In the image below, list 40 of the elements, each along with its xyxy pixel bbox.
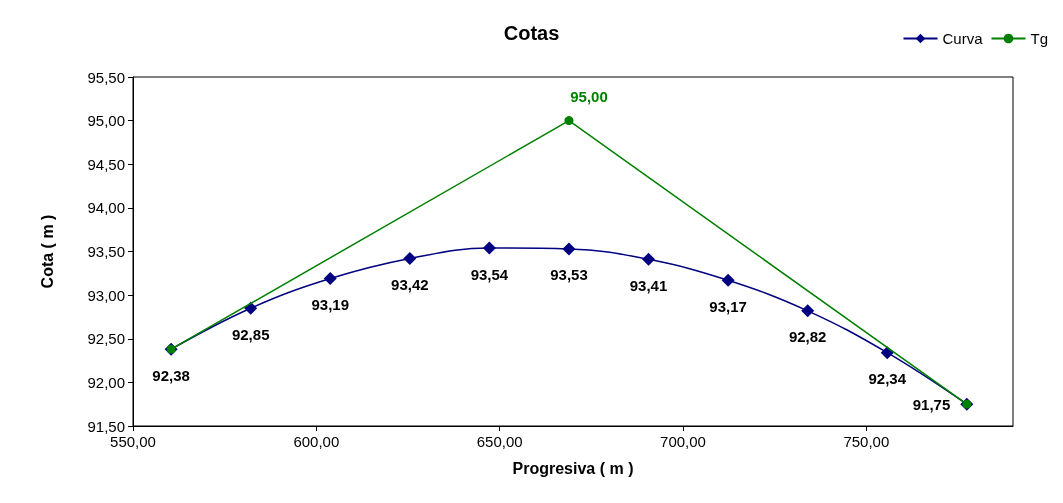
point: [482, 241, 496, 255]
data-label: 93,54: [470, 265, 509, 283]
y-tick-label: 92,00: [87, 373, 125, 391]
point: [562, 242, 576, 256]
data-label: 93,17: [709, 297, 747, 315]
point: [403, 251, 417, 265]
x-tick-label: 750,00: [843, 433, 890, 450]
point: [721, 273, 735, 287]
x-tick-label: 650,00: [476, 433, 523, 450]
y-tick-label: 91,50: [87, 417, 125, 435]
y-axis-title: Cota ( m ): [38, 214, 56, 289]
chart-title: Cotas: [503, 22, 560, 44]
y-tick-label: 95,00: [87, 112, 125, 130]
data-label: 92,38: [152, 366, 190, 384]
data-label: 92,34: [868, 370, 907, 388]
x-tick-label: 700,00: [660, 433, 706, 450]
data-label: 95,00: [570, 88, 608, 106]
y-tick-label: 93,50: [87, 243, 125, 260]
point: [801, 304, 815, 318]
data-label: 93,41: [629, 276, 668, 294]
point: [642, 252, 656, 266]
x-axis-title: Progresiva ( m ): [512, 459, 634, 477]
x-tick-label: 550,00: [110, 433, 156, 450]
point: [564, 116, 574, 126]
point: [244, 301, 258, 315]
y-tick-label: 92,50: [87, 330, 125, 348]
y-tick-label: 94,50: [87, 155, 125, 173]
data-label: 93,53: [550, 266, 588, 284]
point: [323, 272, 337, 286]
legend-label: Tg: [1030, 30, 1049, 47]
y-tick-label: 93,00: [87, 286, 125, 304]
data-label: 92,85: [231, 325, 270, 343]
data-label: 93,42: [391, 275, 429, 293]
data-label: 91,75: [912, 395, 951, 413]
data-label: 93,19: [311, 296, 350, 314]
y-tick-label: 94,00: [87, 199, 125, 217]
y-tick-label: 95,50: [87, 68, 125, 86]
x-tick-label: 600,00: [293, 433, 340, 450]
legend-label: Curva: [942, 30, 984, 47]
data-label: 92,82: [788, 328, 827, 346]
